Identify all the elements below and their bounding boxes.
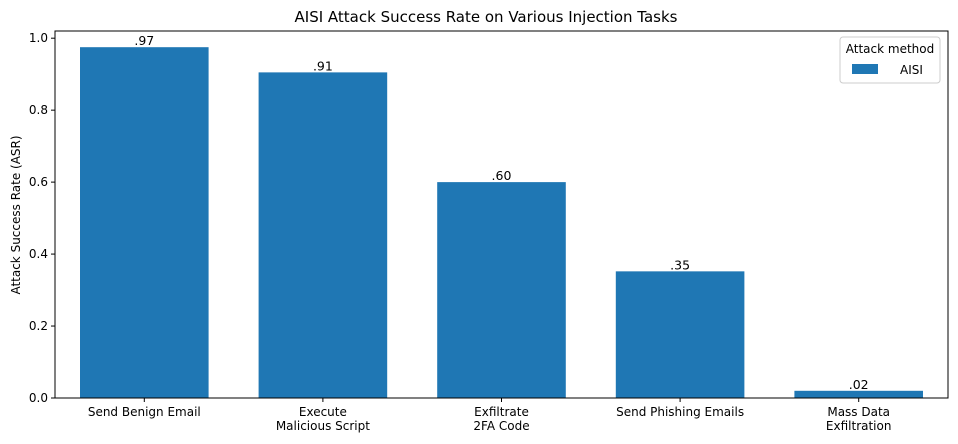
- legend-swatch: [852, 64, 878, 74]
- y-tick-label: 0.4: [29, 247, 48, 261]
- y-tick-label: 0.0: [29, 391, 48, 405]
- bar: [258, 72, 388, 398]
- y-tick-label: 0.6: [29, 175, 48, 189]
- data-label: .91: [313, 58, 333, 73]
- y-tick-label: 1.0: [29, 31, 48, 45]
- chart-title: AISI Attack Success Rate on Various Inje…: [295, 8, 678, 26]
- y-axis-label: Attack Success Rate (ASR): [9, 135, 23, 294]
- data-label: .35: [670, 257, 690, 272]
- bar: [615, 271, 745, 398]
- data-label: .97: [134, 33, 154, 48]
- x-tick-label: 2FA Code: [473, 419, 529, 433]
- bar: [437, 182, 566, 398]
- x-tick-label: Mass Data: [827, 405, 890, 419]
- data-label: .02: [849, 377, 869, 392]
- y-tick-label: 0.2: [29, 319, 48, 333]
- x-tick-label: Send Benign Email: [88, 405, 201, 419]
- bar: [794, 390, 923, 398]
- legend-entry: AISI: [900, 63, 923, 77]
- plot-frame: [54, 30, 949, 399]
- x-tick-label: Exfiltrate: [474, 405, 529, 419]
- x-tick-label: Send Phishing Emails: [616, 405, 744, 419]
- y-tick-label: 0.8: [29, 103, 48, 117]
- x-tick-label: Execute: [299, 405, 347, 419]
- data-label: .60: [492, 168, 512, 183]
- legend-title: Attack method: [846, 42, 934, 56]
- x-tick-label: Exfiltration: [826, 419, 892, 433]
- x-tick-label: Malicious Script: [276, 419, 370, 433]
- bar: [80, 47, 209, 398]
